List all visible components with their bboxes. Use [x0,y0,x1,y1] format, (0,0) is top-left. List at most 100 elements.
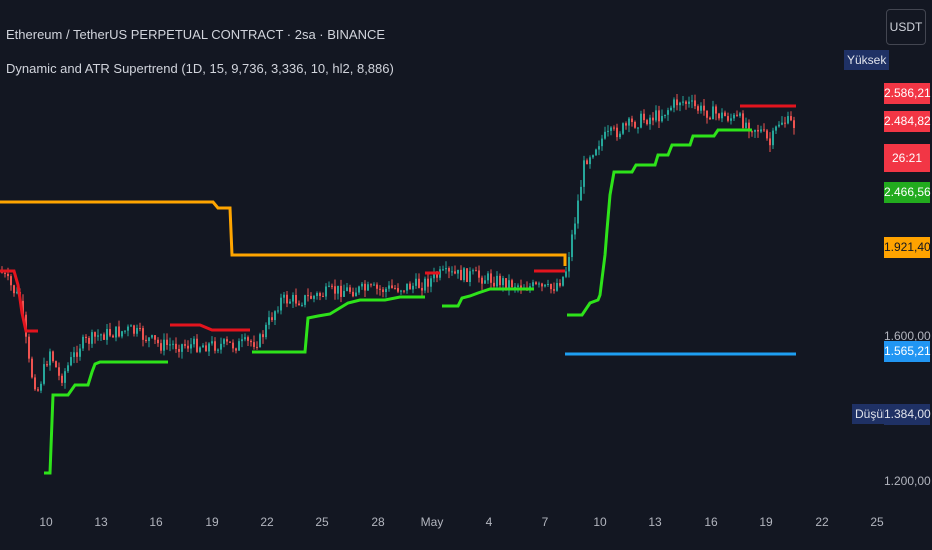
candle-body [535,282,537,285]
candle-body [649,117,651,125]
candle-body [481,277,483,284]
candle-body [610,127,612,131]
candle-body [151,335,153,338]
candle-body [403,290,405,292]
candle-body [298,303,300,306]
candle-body [469,271,471,282]
candle-body [76,352,78,357]
candle-body [793,120,795,128]
indicator-lines-layer [0,104,796,475]
candle-body [703,105,705,111]
candle-body [157,339,159,344]
candle-body [595,149,597,156]
candle-body [235,348,237,351]
candle-body [553,289,555,291]
candle-body [760,129,762,132]
candle-body [754,129,756,132]
supertrend-up-line [44,360,168,475]
low-tag: Düşük [852,404,893,424]
candle-body [616,127,618,138]
candle-body [406,283,408,291]
candle-body [466,268,468,282]
candle-body [700,105,702,111]
candle-body [475,270,477,272]
countdown-label: 26:21 [884,144,930,172]
x-tick-label: 25 [870,515,884,529]
candle-body [100,334,102,336]
candle-body [358,286,360,293]
candle-body [706,110,708,118]
candle-body [715,106,717,114]
candle-body [502,278,504,286]
candle-body [472,270,474,272]
candle-body [187,345,189,349]
candle-body [85,336,87,339]
candle-body [745,122,747,128]
candle-body [487,273,489,281]
chart-title: Ethereum / TetherUS PERPETUAL CONTRACT ·… [6,27,386,42]
candle-body [286,294,288,304]
candle-body [295,294,297,304]
candle-body [379,288,381,290]
candle-body [568,257,570,272]
candle-body [571,234,573,258]
price-label-low: 1.384,00 [884,404,931,425]
candle-body [787,116,789,124]
candle-body [733,114,735,119]
candle-body [394,287,396,289]
candle-body [724,112,726,117]
candle-body [748,122,750,132]
candle-body [301,304,303,306]
candle-body [520,285,522,289]
candle-body [682,101,684,103]
candle-body [184,344,186,346]
candle-body [292,294,294,302]
candle-body [640,113,642,128]
x-tick-label: 19 [759,515,773,529]
candle-body [643,113,645,121]
candle-body [232,342,234,349]
candle-body [655,110,657,121]
candle-body [574,223,576,235]
candle-body [361,283,363,287]
candle-body [757,129,759,132]
candle-body [565,271,567,277]
candle-body [280,297,282,311]
candle-body [226,339,228,342]
candle-body [199,347,201,352]
candle-body [415,278,417,286]
x-tick-label: 10 [593,515,607,529]
candle-body [538,283,540,285]
candle-body [577,200,579,224]
candle-body [739,113,741,116]
candle-body [541,283,543,287]
indicator-legend[interactable]: Dynamic and ATR Supertrend (1D, 15, 9,73… [6,61,394,76]
y-tick-1200: 1.200,00 [884,474,931,488]
candle-body [28,336,30,359]
currency-button[interactable]: USDT [886,9,926,45]
candle-body [250,340,252,343]
candle-body [751,131,753,133]
candle-body [4,272,6,274]
candle-body [448,268,450,272]
candle-body [457,269,459,274]
candle-body [73,352,75,358]
x-tick-label: 4 [485,515,493,529]
candle-body [619,133,621,138]
price-label-green: 2.466,56 [884,182,931,203]
candle-body [67,365,69,372]
candle-body [130,325,132,327]
candle-body [139,328,141,330]
candle-body [658,110,660,122]
candle-body [349,287,351,292]
price-label-current: 2.484,82 [884,111,931,132]
candle-body [160,343,162,351]
candle-body [52,351,54,362]
x-tick-label: 16 [704,515,718,529]
candle-body [601,138,603,147]
candle-body [583,160,585,187]
candle-body [208,343,210,352]
candle-body [61,375,63,383]
candle-body [694,100,696,107]
